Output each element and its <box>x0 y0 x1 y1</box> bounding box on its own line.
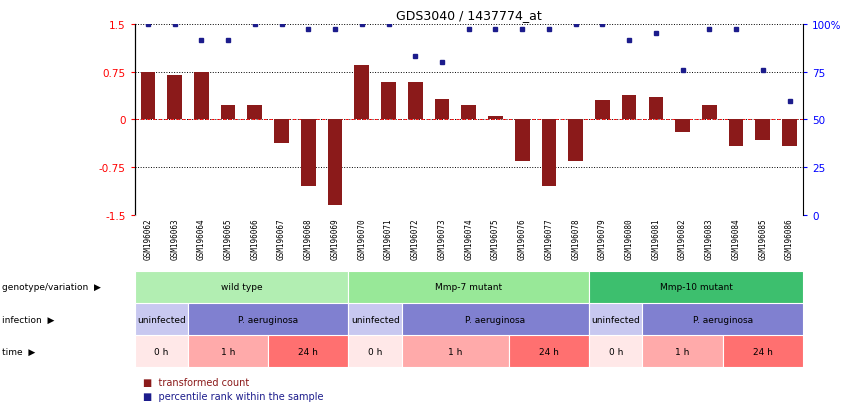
Text: time  ▶: time ▶ <box>2 347 35 356</box>
Text: P. aeruginosa: P. aeruginosa <box>238 315 299 324</box>
Bar <box>168 76 182 120</box>
Text: 0 h: 0 h <box>608 347 623 356</box>
Text: GSM196070: GSM196070 <box>358 218 366 259</box>
Bar <box>675 120 690 133</box>
Bar <box>408 83 423 120</box>
Bar <box>188 335 268 368</box>
Text: uninfected: uninfected <box>137 315 186 324</box>
Bar <box>435 100 450 120</box>
Bar <box>782 120 797 147</box>
Bar <box>515 120 529 161</box>
Text: 0 h: 0 h <box>368 347 382 356</box>
Text: GSM196066: GSM196066 <box>250 218 260 259</box>
Text: 1 h: 1 h <box>675 347 690 356</box>
Bar <box>755 120 770 140</box>
Text: GSM196072: GSM196072 <box>411 218 420 259</box>
Bar <box>328 120 342 206</box>
Text: GSM196084: GSM196084 <box>732 218 740 259</box>
Text: GSM196073: GSM196073 <box>437 218 446 259</box>
Text: ■  percentile rank within the sample: ■ percentile rank within the sample <box>143 392 324 401</box>
Text: 1 h: 1 h <box>448 347 463 356</box>
Bar <box>348 335 402 368</box>
Text: GSM196079: GSM196079 <box>598 218 607 259</box>
Text: 1 h: 1 h <box>221 347 235 356</box>
Bar <box>723 335 803 368</box>
Text: GSM196085: GSM196085 <box>759 218 767 259</box>
Bar <box>194 72 208 120</box>
Text: GSM196082: GSM196082 <box>678 218 687 259</box>
Text: GSM196076: GSM196076 <box>517 218 527 259</box>
Text: 0 h: 0 h <box>155 347 168 356</box>
Text: GSM196071: GSM196071 <box>384 218 393 259</box>
Text: GSM196062: GSM196062 <box>143 218 153 259</box>
Bar <box>141 72 155 120</box>
Bar <box>589 303 642 335</box>
Bar <box>595 101 609 120</box>
Text: GSM196067: GSM196067 <box>277 218 286 259</box>
Text: wild type: wild type <box>220 282 262 292</box>
Text: GSM196077: GSM196077 <box>544 218 554 259</box>
Bar <box>402 335 509 368</box>
Bar <box>589 335 642 368</box>
Bar <box>642 335 723 368</box>
Text: GSM196065: GSM196065 <box>224 218 233 259</box>
Text: P. aeruginosa: P. aeruginosa <box>465 315 525 324</box>
Text: GSM196080: GSM196080 <box>625 218 634 259</box>
Bar <box>348 271 589 303</box>
Text: GSM196086: GSM196086 <box>785 218 794 259</box>
Title: GDS3040 / 1437774_at: GDS3040 / 1437774_at <box>396 9 542 22</box>
Bar <box>301 120 316 187</box>
Bar <box>135 335 188 368</box>
Text: GSM196068: GSM196068 <box>304 218 312 259</box>
Bar <box>462 106 476 120</box>
Text: 24 h: 24 h <box>539 347 559 356</box>
Text: uninfected: uninfected <box>351 315 399 324</box>
Bar <box>381 83 396 120</box>
Bar <box>402 303 589 335</box>
Bar <box>642 303 803 335</box>
Bar <box>135 271 348 303</box>
Bar <box>569 120 583 161</box>
Bar <box>274 120 289 144</box>
Text: ■  transformed count: ■ transformed count <box>143 377 249 387</box>
Text: infection  ▶: infection ▶ <box>2 315 54 324</box>
Text: genotype/variation  ▶: genotype/variation ▶ <box>2 282 101 292</box>
Bar <box>702 106 717 120</box>
Bar <box>488 117 503 120</box>
Text: GSM196083: GSM196083 <box>705 218 713 259</box>
Text: GSM196075: GSM196075 <box>491 218 500 259</box>
Bar <box>621 96 636 120</box>
Bar <box>188 303 348 335</box>
Bar <box>354 66 369 120</box>
Bar <box>348 303 402 335</box>
Text: P. aeruginosa: P. aeruginosa <box>693 315 753 324</box>
Text: GSM196063: GSM196063 <box>170 218 179 259</box>
Bar <box>729 120 743 147</box>
Bar <box>135 303 188 335</box>
Text: GSM196074: GSM196074 <box>464 218 473 259</box>
Text: 24 h: 24 h <box>299 347 319 356</box>
Text: Mmp-10 mutant: Mmp-10 mutant <box>660 282 733 292</box>
Bar <box>247 106 262 120</box>
Text: 24 h: 24 h <box>753 347 773 356</box>
Text: GSM196064: GSM196064 <box>197 218 206 259</box>
Text: GSM196081: GSM196081 <box>651 218 661 259</box>
Bar <box>648 98 663 120</box>
Text: GSM196078: GSM196078 <box>571 218 580 259</box>
Text: GSM196069: GSM196069 <box>331 218 339 259</box>
Text: Mmp-7 mutant: Mmp-7 mutant <box>435 282 503 292</box>
Bar <box>542 120 556 187</box>
Bar <box>509 335 589 368</box>
Bar <box>220 106 235 120</box>
Bar <box>268 335 348 368</box>
Text: uninfected: uninfected <box>591 315 640 324</box>
Bar <box>589 271 803 303</box>
